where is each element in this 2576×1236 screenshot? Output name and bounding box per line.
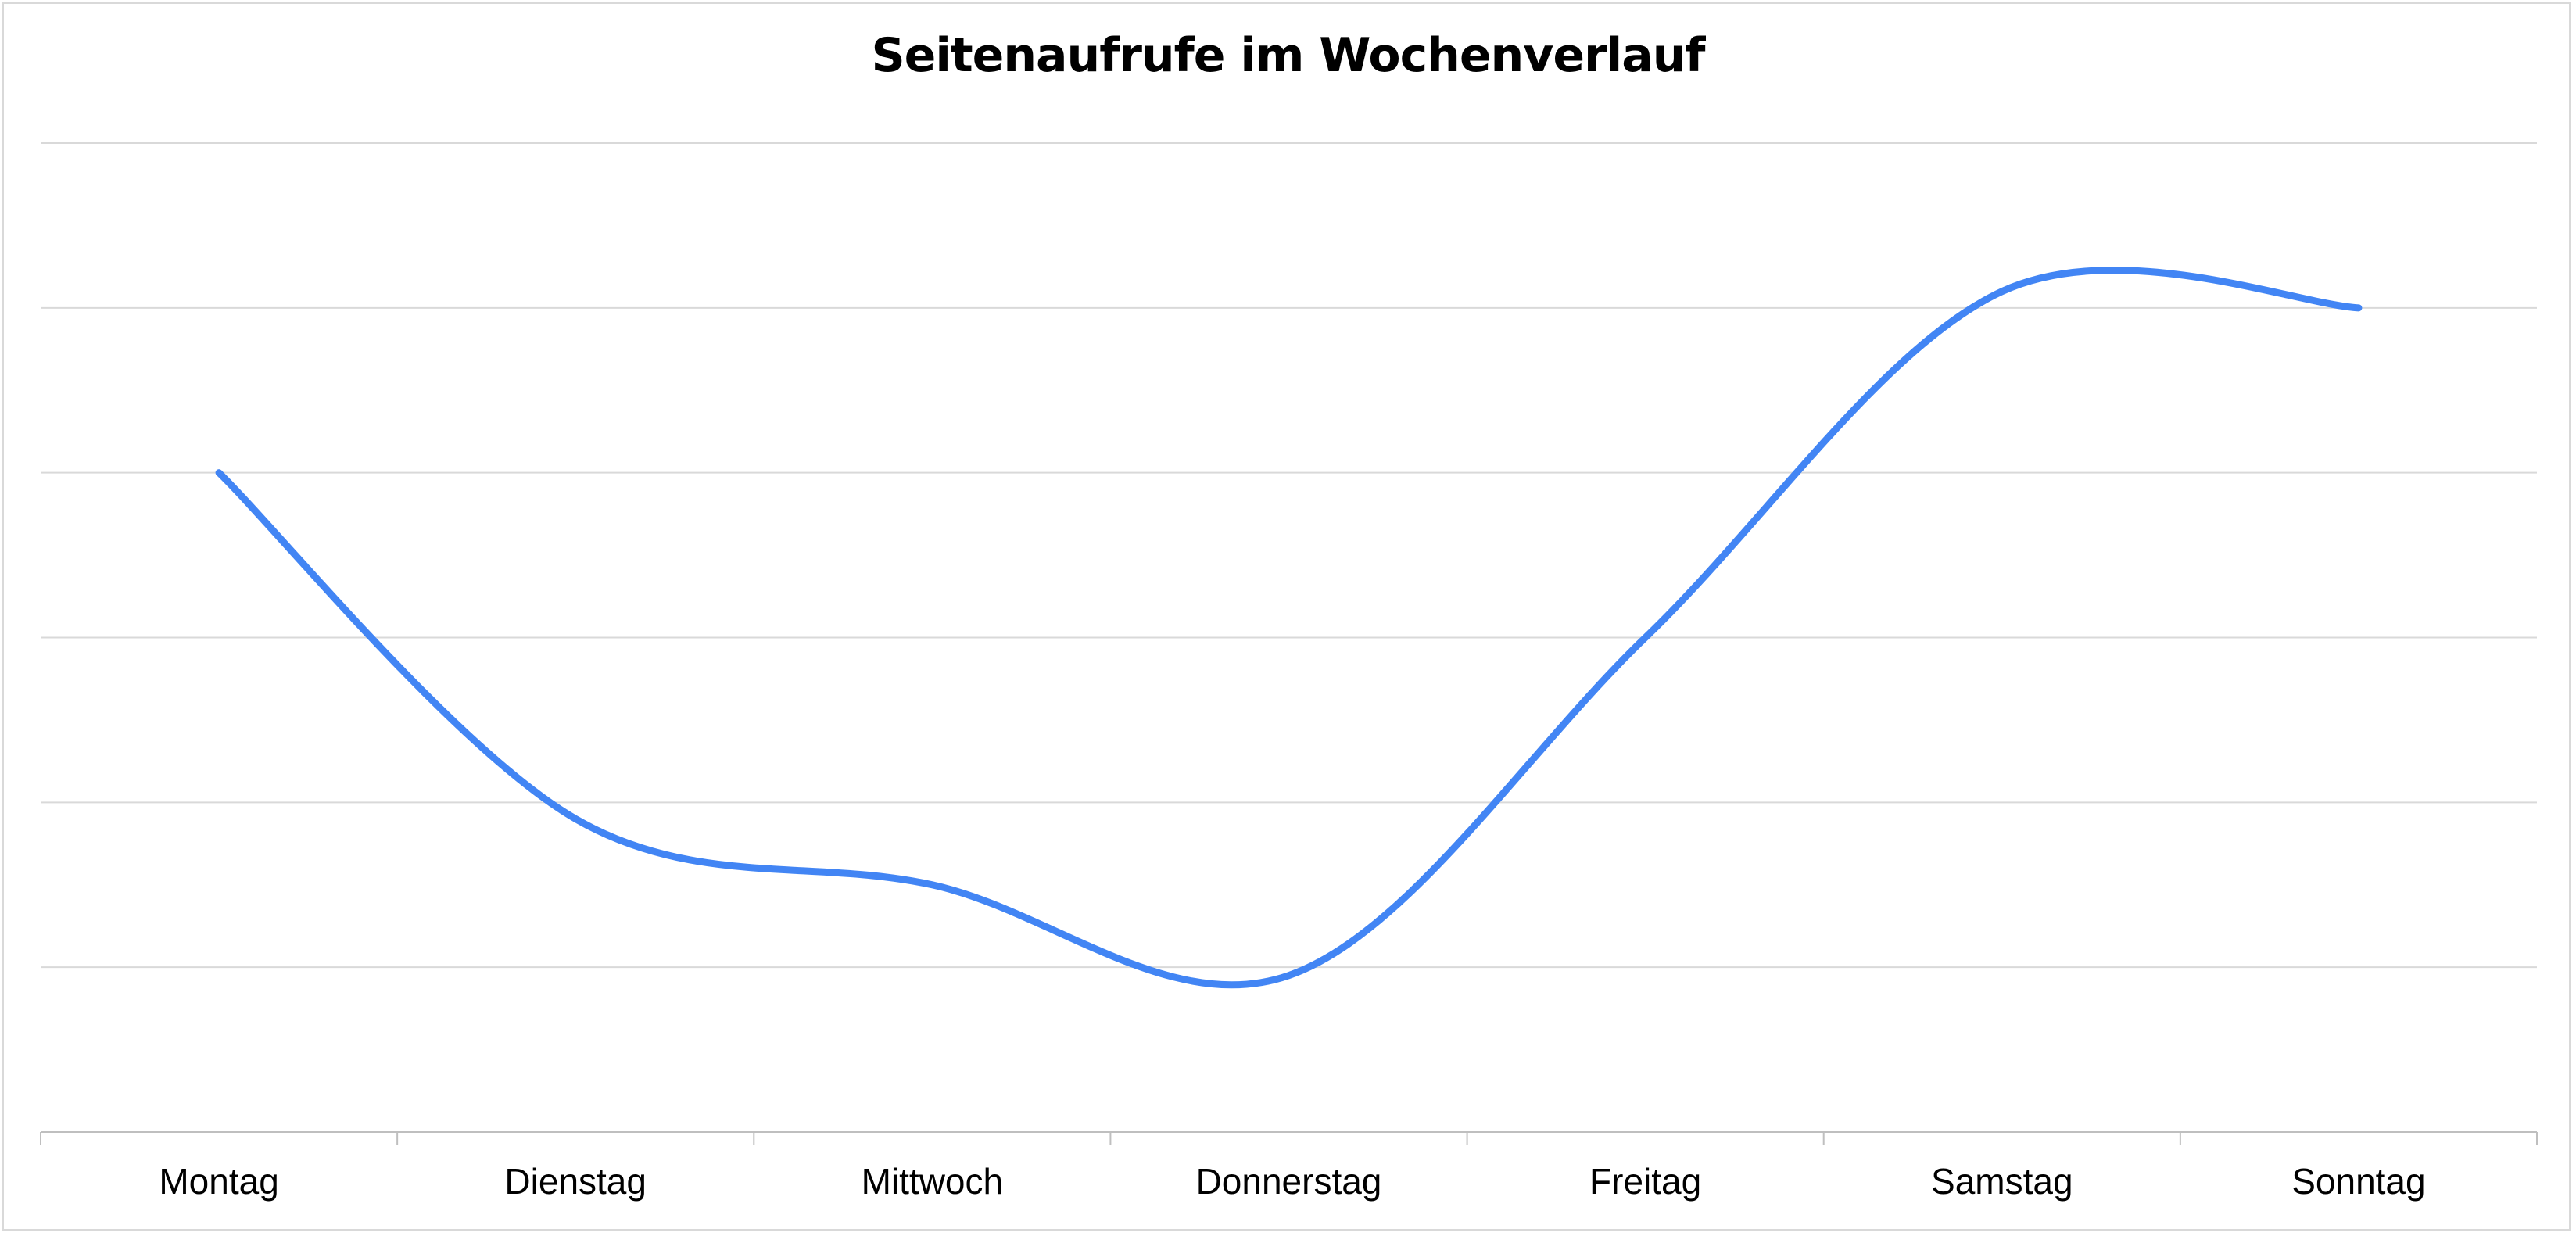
x-tick-label: Montag xyxy=(159,1161,278,1202)
x-tick-label: Freitag xyxy=(1589,1161,1701,1202)
series-layer xyxy=(215,267,2363,989)
chart-title: Seitenaufrufe im Wochenverlauf xyxy=(871,28,1705,83)
x-tick-labels: Montag Dienstag Mittwoch Donnerstag Freitag S… xyxy=(159,1161,2425,1202)
x-tick-label: Mittwoch xyxy=(862,1161,1003,1202)
x-tick-label: Samstag xyxy=(1931,1161,2073,1202)
x-tick-label: Donnerstag xyxy=(1196,1161,1382,1202)
x-tick-label: Dienstag xyxy=(504,1161,647,1202)
gridlines xyxy=(41,142,2537,969)
x-axis xyxy=(40,1131,2538,1145)
series-line xyxy=(215,267,2363,989)
x-tick-label: Sonntag xyxy=(2291,1161,2425,1202)
